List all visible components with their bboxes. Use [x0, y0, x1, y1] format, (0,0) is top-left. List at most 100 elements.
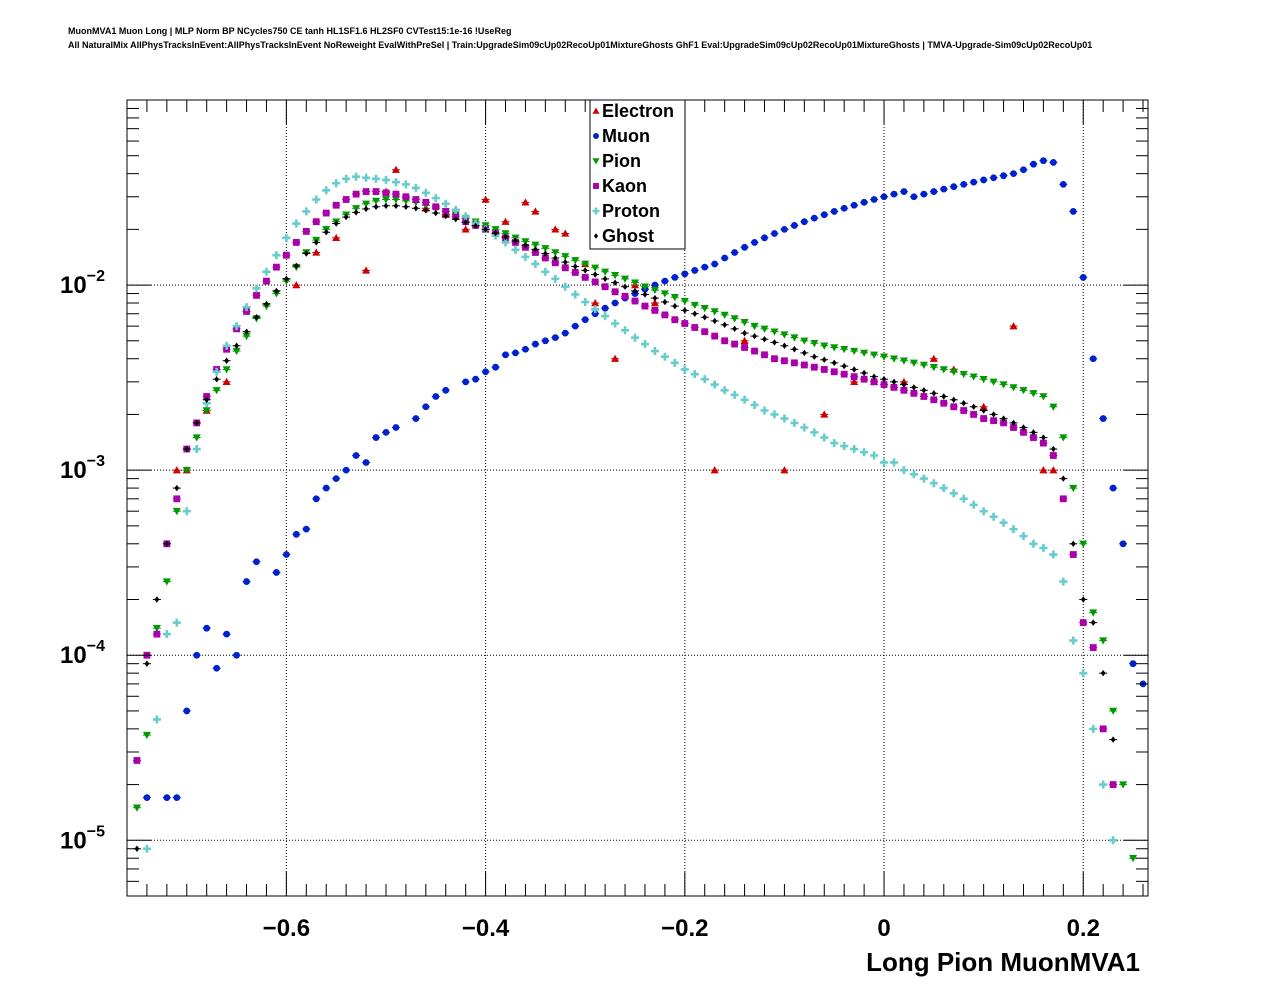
- kaon-point: [960, 407, 968, 414]
- ghost-point: [782, 342, 787, 349]
- kaon-point: [372, 188, 380, 195]
- muon-point: [661, 277, 669, 285]
- ghost-point: [513, 237, 518, 245]
- proton-point: [441, 199, 450, 208]
- legend-box: [589, 99, 686, 250]
- pion-point: [391, 196, 400, 204]
- kaon-point: [253, 291, 260, 299]
- proton-point: [352, 172, 361, 181]
- kaon-point: [691, 324, 699, 331]
- proton-point: [192, 445, 201, 454]
- kaon-point: [970, 411, 978, 418]
- pion-point: [1059, 434, 1068, 442]
- x-tick-label: 0: [877, 915, 890, 942]
- muon-point: [910, 193, 918, 201]
- muon-point: [850, 201, 858, 209]
- proton-point: [431, 194, 440, 203]
- muon-point: [541, 337, 549, 345]
- electron-point: [1039, 466, 1048, 474]
- kaon-point: [781, 357, 788, 365]
- proton-point: [929, 479, 938, 488]
- ghost-point: [343, 213, 349, 221]
- pion-point: [870, 351, 879, 359]
- ghost-point: [801, 349, 807, 357]
- muon-point: [1109, 484, 1117, 492]
- muon-point: [781, 225, 788, 233]
- pion-point: [621, 275, 630, 283]
- muon-point: [731, 249, 739, 256]
- ghost-point: [393, 202, 399, 210]
- proton-point: [870, 451, 879, 460]
- proton-point: [660, 352, 669, 361]
- pion-point: [172, 508, 181, 516]
- kaon-point: [332, 201, 340, 209]
- ghost-point: [961, 399, 967, 407]
- tick-layer: [126, 99, 1148, 896]
- kaon-point: [641, 302, 649, 310]
- proton-point: [939, 484, 948, 493]
- pion-point: [979, 376, 988, 384]
- muon-point: [422, 403, 430, 411]
- muon-point: [561, 329, 569, 337]
- ghost-point: [214, 376, 220, 383]
- ghost-point: [184, 445, 190, 453]
- ghost-point: [542, 250, 548, 257]
- electron-point: [1009, 322, 1018, 330]
- muon-point: [312, 495, 320, 503]
- proton-point: [969, 500, 978, 509]
- proton-point: [1049, 550, 1058, 559]
- proton-point: [262, 267, 271, 276]
- muon-point: [1059, 180, 1067, 188]
- kaon-point: [940, 399, 948, 407]
- ghost-point: [772, 339, 777, 346]
- ghost-point: [1031, 429, 1036, 436]
- proton-point: [750, 400, 759, 409]
- ghost-point: [363, 205, 369, 213]
- electron-point: [611, 354, 620, 362]
- electron-point: [362, 266, 371, 274]
- proton-point: [949, 489, 958, 498]
- legend-label-electron: Electron: [602, 101, 674, 121]
- kaon-point: [432, 203, 440, 211]
- muon-point: [930, 188, 938, 195]
- pion-point: [800, 337, 809, 345]
- proton-point: [919, 474, 928, 483]
- muon-point: [721, 254, 729, 262]
- ghost-point: [383, 202, 389, 210]
- kaon-point: [292, 239, 300, 246]
- pion-point: [521, 238, 530, 246]
- pion-point: [232, 347, 241, 356]
- kaon-point: [601, 283, 609, 291]
- ghost-point: [493, 229, 498, 237]
- proton-point: [561, 282, 570, 291]
- ghost-point: [742, 329, 747, 337]
- ghost-point: [762, 335, 767, 343]
- proton-point: [650, 347, 659, 356]
- x-tick-label: 0.2: [1067, 915, 1100, 942]
- pion-point: [880, 353, 889, 361]
- kaon-point: [1089, 644, 1097, 651]
- proton-point: [860, 448, 869, 457]
- muon-point: [322, 484, 330, 492]
- muon-point: [183, 707, 191, 715]
- ghost-point: [602, 275, 608, 283]
- pion-point: [1109, 707, 1118, 715]
- pion-point: [700, 304, 709, 313]
- muon-point: [1000, 172, 1007, 180]
- proton-point: [720, 386, 729, 395]
- electron-point: [391, 165, 400, 173]
- kaon-point: [352, 190, 360, 198]
- muon-point: [581, 316, 589, 324]
- ghost-point: [622, 283, 628, 290]
- electron-point: [850, 377, 859, 386]
- kaon-point: [1020, 428, 1027, 436]
- proton-point: [770, 410, 779, 419]
- proton-point: [461, 212, 470, 221]
- pion-point: [162, 578, 171, 586]
- proton-point: [242, 303, 251, 312]
- pion-point: [381, 196, 390, 204]
- ghost-point: [881, 376, 887, 383]
- electron-point: [929, 354, 938, 362]
- pion-point: [889, 355, 898, 363]
- ghost-point: [931, 390, 937, 397]
